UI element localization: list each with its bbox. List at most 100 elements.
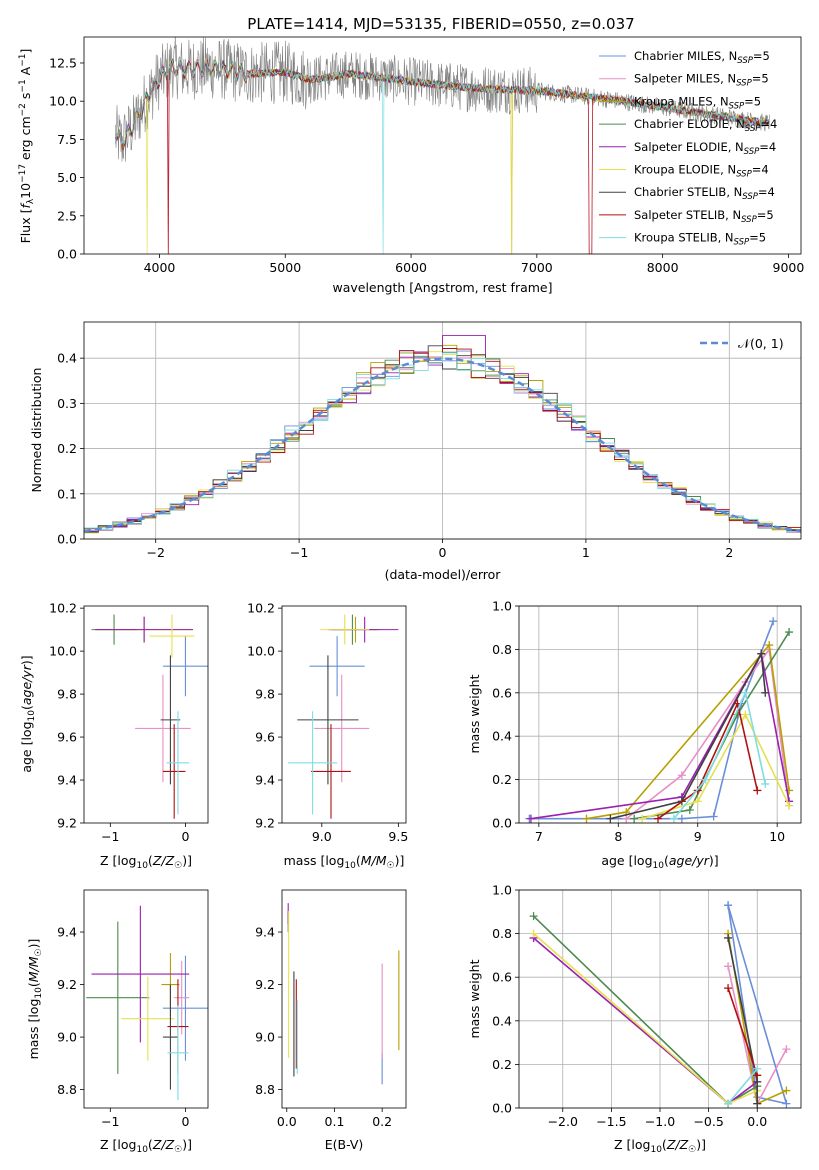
mw-vs-Z-ylabel: mass weight bbox=[467, 959, 482, 1038]
mass_vs_ebv-ytick-label: 9.0 bbox=[255, 1030, 275, 1045]
mw-vs-Z-xlabel: Z [log10(Z/Z☉)] bbox=[614, 1137, 706, 1155]
spectrum-lines bbox=[115, 37, 770, 254]
mass_vs_Z-ytick-label: 9.4 bbox=[57, 925, 77, 940]
age_vs_Z-xtick-label: −1 bbox=[101, 829, 119, 844]
mw_vs_age-marker bbox=[785, 628, 794, 637]
age_vs_Z-ytick-label: 9.6 bbox=[57, 730, 77, 745]
residuals-xtick-label: 1 bbox=[582, 545, 590, 560]
mass_vs_Z-ytick-label: 8.8 bbox=[57, 1082, 77, 1097]
residuals-ytick-label: 0.0 bbox=[57, 532, 77, 547]
mw_vs_age-xtick-label: 10 bbox=[769, 829, 785, 844]
mass_vs_ebv-xtick-label: 0.1 bbox=[325, 1114, 345, 1129]
mw_vs_Z-marker bbox=[724, 901, 733, 910]
spectrum-ylabel: Flux [fλ10−17 erg cm−2 s−1 A−1] bbox=[18, 49, 36, 244]
axes-frame bbox=[281, 889, 407, 1109]
mass_vs_Z-axes bbox=[80, 931, 186, 1112]
mw_vs_Z-ytick-label: 0.0 bbox=[492, 1101, 512, 1116]
age_vs_mass-xtick-label: 9.0 bbox=[312, 829, 332, 844]
mw_vs_age-ytick-label: 0.4 bbox=[492, 729, 512, 744]
mw_vs_age-marker bbox=[701, 775, 710, 784]
mw_vs_age-marker bbox=[677, 814, 686, 823]
mw_vs_Z-ytick-label: 0.4 bbox=[492, 1013, 512, 1028]
spectrum-ytick-label: 10.0 bbox=[49, 94, 77, 109]
mw_vs_Z-marker bbox=[782, 1086, 791, 1095]
mass_vs_Z-xtick-label: 0 bbox=[181, 1114, 189, 1129]
mw_vs_age-marker bbox=[765, 641, 774, 650]
mw_vs_Z-ytick-label: 0.8 bbox=[492, 926, 512, 941]
residuals-xtick-label: −1 bbox=[290, 545, 308, 560]
mw_vs_Z-marker bbox=[529, 929, 538, 938]
mw_vs_age-marker bbox=[741, 710, 750, 719]
age_vs_mass-ytick-label: 9.8 bbox=[255, 687, 275, 702]
mw-vs-age-ylabel: mass weight bbox=[467, 674, 482, 753]
mass_vs_Z-xtick-label: −1 bbox=[101, 1114, 119, 1129]
mw_vs_Z-series-3 bbox=[533, 915, 758, 1105]
residuals-xtick-label: −2 bbox=[146, 545, 164, 560]
age_vs_Z-axes bbox=[80, 607, 186, 827]
mw_vs_age-marker bbox=[693, 797, 702, 806]
mw_vs_Z-lines bbox=[529, 901, 791, 1108]
mw_vs_age-marker bbox=[757, 649, 766, 658]
axes-frame bbox=[281, 605, 407, 824]
legend-label-6: Chabrier STELIB, NSSP=4 bbox=[634, 185, 775, 202]
age_vs_Z-ytick-label: 9.8 bbox=[57, 687, 77, 702]
mw_vs_age-marker bbox=[761, 688, 770, 697]
spectrum-xtick-label: 8000 bbox=[647, 260, 679, 275]
mw_vs_Z-series-7 bbox=[727, 987, 758, 1076]
residuals-xlabel: (data-model)/error bbox=[385, 567, 502, 582]
mw_vs_age-ytick-label: 0.2 bbox=[492, 772, 512, 787]
mw_vs_Z-marker bbox=[529, 912, 538, 921]
mw_vs_Z-series-8 bbox=[727, 1068, 758, 1105]
spectrum-ytick-label: 7.5 bbox=[57, 132, 77, 147]
mw_vs_Z-ytick-label: 0.6 bbox=[492, 970, 512, 985]
mw-vs-age-xlabel: age [log10(age/yr)] bbox=[601, 853, 718, 871]
axes-frame bbox=[83, 36, 802, 255]
mw_vs_age-lines bbox=[525, 617, 794, 823]
residuals-ytick-label: 0.2 bbox=[57, 441, 77, 456]
mass_vs_ebv-ytick-label: 9.4 bbox=[255, 925, 275, 940]
axes-frame bbox=[83, 889, 209, 1109]
age_vs_mass-points bbox=[288, 614, 399, 819]
mw_vs_Z-marker bbox=[782, 1099, 791, 1108]
residuals-axes bbox=[80, 322, 801, 543]
gaussian-curve bbox=[84, 357, 801, 533]
age_vs_mass-ytick-label: 9.4 bbox=[255, 773, 275, 788]
mass_vs_ebv-ytick-label: 9.2 bbox=[255, 977, 275, 992]
spectrum-legend: Chabrier MILES, NSSP=5 Salpeter MILES, NS… bbox=[599, 49, 777, 248]
gaussian-legend-label: 𝒩(0, 1) bbox=[738, 336, 784, 351]
spectrum-ytick-label: 5.0 bbox=[57, 170, 77, 185]
mw_vs_age-xtick-label: 9 bbox=[694, 829, 702, 844]
mass_vs_ebv-xtick-label: 0.0 bbox=[277, 1114, 297, 1129]
spectrum-ytick-label: 0.0 bbox=[57, 247, 77, 262]
spectrum-xlabel: wavelength [Angstrom, rest frame] bbox=[332, 280, 552, 295]
mw_vs_age-marker bbox=[741, 688, 750, 697]
mw_vs_age-marker bbox=[769, 617, 778, 626]
axes-frame bbox=[518, 605, 802, 824]
legend-label-0: Chabrier MILES, NSSP=5 bbox=[634, 49, 770, 66]
mw_vs_Z-marker bbox=[782, 1045, 791, 1054]
age-vs-Z-ylabel: age [log10(age/yr)] bbox=[19, 655, 37, 772]
age_vs_Z-ytick-label: 9.4 bbox=[57, 773, 77, 788]
mw_vs_Z-xtick-label: −2.0 bbox=[548, 1114, 578, 1129]
mw_vs_age-marker bbox=[669, 814, 678, 823]
mw_vs_age-ytick-label: 0.8 bbox=[492, 642, 512, 657]
mass-vs-ebv-xlabel: E(B-V) bbox=[325, 1137, 364, 1152]
spectrum-ytick-label: 12.5 bbox=[49, 55, 77, 70]
mw_vs_age-series-0 bbox=[529, 620, 774, 820]
legend-label-1: Salpeter MILES, NSSP=5 bbox=[634, 72, 769, 89]
mass-vs-Z-xlabel: Z [log10(Z/Z☉)] bbox=[100, 1137, 192, 1155]
mw_vs_age-marker bbox=[677, 771, 686, 780]
age_vs_Z-ytick-label: 10.2 bbox=[49, 601, 77, 616]
mw_vs_age-marker bbox=[685, 805, 694, 814]
mw_vs_age-ytick-label: 0.0 bbox=[492, 816, 512, 831]
histogram-step-4 bbox=[84, 335, 801, 533]
mass_vs_Z-points bbox=[86, 905, 208, 1101]
mw_vs_age-xtick-label: 8 bbox=[614, 829, 622, 844]
age_vs_mass-ytick-label: 9.2 bbox=[255, 816, 275, 831]
mass_vs_Z-ytick-label: 9.0 bbox=[57, 1030, 77, 1045]
legend-label-3: Chabrier ELODIE, NSSP=4 bbox=[634, 117, 777, 134]
mw_vs_Z-marker bbox=[753, 1064, 762, 1073]
age_vs_Z-ytick-label: 9.2 bbox=[57, 816, 77, 831]
mass_vs_ebv-axes bbox=[278, 931, 383, 1112]
legend-label-7: Salpeter STELIB, NSSP=5 bbox=[634, 208, 774, 225]
